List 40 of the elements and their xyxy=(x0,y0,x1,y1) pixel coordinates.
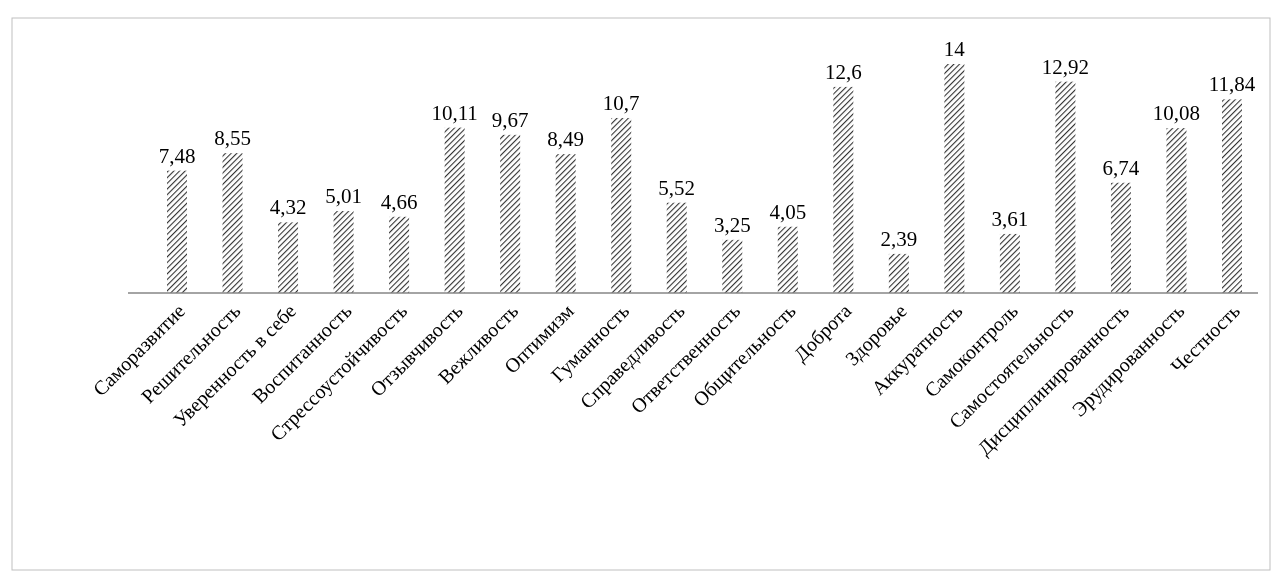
bar xyxy=(888,253,909,293)
data-label: 6,74 xyxy=(1102,155,1140,180)
bar xyxy=(1166,128,1187,293)
data-label: 10,11 xyxy=(431,100,478,125)
data-label: 5,52 xyxy=(658,175,696,200)
data-label: 8,55 xyxy=(214,126,251,151)
bar xyxy=(1222,99,1242,293)
bar xyxy=(833,86,854,293)
bar xyxy=(555,154,576,293)
data-label: 4,32 xyxy=(269,195,307,220)
bar xyxy=(999,233,1020,293)
bar xyxy=(722,239,743,293)
bar xyxy=(777,226,798,293)
bar xyxy=(333,211,354,293)
bar xyxy=(167,170,187,293)
bar xyxy=(500,134,521,293)
data-label: 2,39 xyxy=(880,226,918,251)
data-label: 4,05 xyxy=(769,199,807,224)
data-label: 7,48 xyxy=(158,143,196,168)
bar xyxy=(944,64,965,293)
bar xyxy=(444,127,465,293)
data-label: 5,01 xyxy=(325,184,362,209)
bar xyxy=(666,202,687,293)
data-label: 12,6 xyxy=(824,59,862,84)
data-label: 12,92 xyxy=(1041,54,1090,79)
data-label: 11,84 xyxy=(1208,72,1256,97)
bar xyxy=(389,216,410,293)
data-label: 10,7 xyxy=(602,90,640,115)
data-label: 3,25 xyxy=(713,212,751,237)
bar xyxy=(1055,81,1076,293)
data-label: 8,49 xyxy=(547,127,585,152)
data-label: 3,61 xyxy=(991,206,1029,231)
data-label: 14 xyxy=(943,37,966,61)
data-label: 10,08 xyxy=(1152,101,1201,126)
bar xyxy=(278,222,299,293)
bar xyxy=(1110,182,1131,293)
bar xyxy=(222,153,243,293)
data-label: 9,67 xyxy=(491,107,529,132)
bar xyxy=(611,117,632,293)
data-label: 4,66 xyxy=(380,189,418,214)
